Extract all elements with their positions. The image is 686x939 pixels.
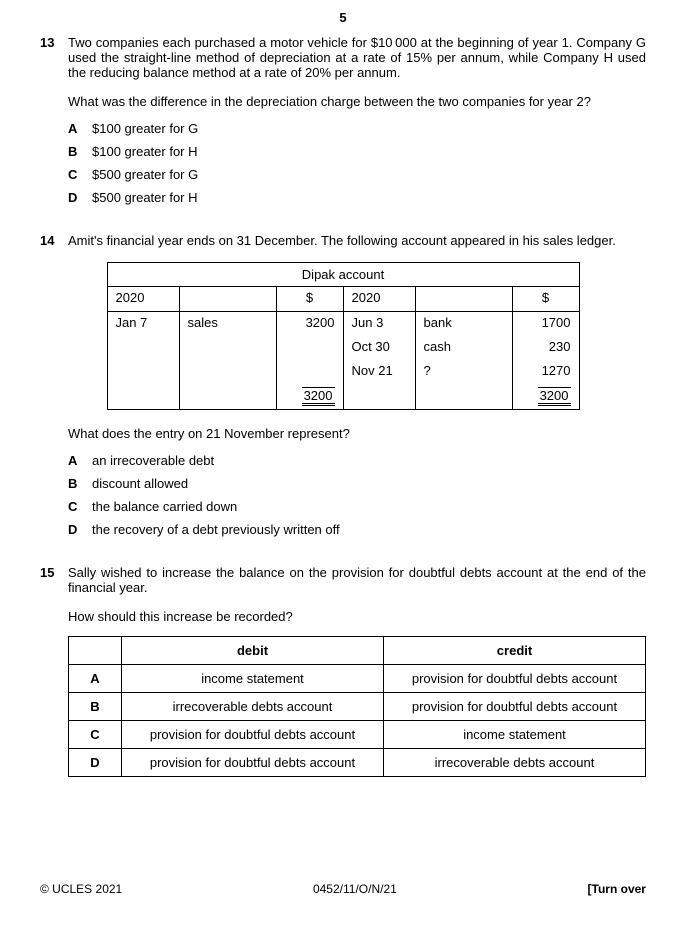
question-14: 14 Amit's financial year ends on 31 Dece… xyxy=(40,233,646,537)
question-number: 13 xyxy=(40,35,68,50)
question-prompt: What does the entry on 21 November repre… xyxy=(68,426,646,441)
credit-cell: provision for doubtful debts account xyxy=(384,665,646,693)
debit-cell: irrecoverable debts account xyxy=(122,693,384,721)
credit-cell: provision for doubtful debts account xyxy=(384,693,646,721)
paper-code: 0452/11/O/N/21 xyxy=(313,882,397,896)
col-header-debit: debit xyxy=(122,637,384,665)
options-list: Aan irrecoverable debt Bdiscount allowed… xyxy=(68,453,646,537)
option-letter: B xyxy=(68,144,92,159)
exam-page: 5 13 Two companies each purchased a moto… xyxy=(0,0,686,910)
options-list: A$100 greater for G B$100 greater for H … xyxy=(68,121,646,205)
ledger-desc: bank xyxy=(415,312,512,337)
currency-header: $ xyxy=(512,287,579,312)
ledger-amount: 1700 xyxy=(512,312,579,337)
row-letter: A xyxy=(69,665,122,693)
option-letter: B xyxy=(68,476,92,491)
option-letter: C xyxy=(68,499,92,514)
question-13: 13 Two companies each purchased a motor … xyxy=(40,35,646,205)
ledger-date: Oct 30 xyxy=(343,336,415,360)
option-letter: C xyxy=(68,167,92,182)
currency-header: $ xyxy=(276,287,343,312)
ledger-title: Dipak account xyxy=(107,263,579,287)
option-text: discount allowed xyxy=(92,476,188,491)
row-letter: B xyxy=(69,693,122,721)
option-letter: A xyxy=(68,121,92,136)
ledger-total: 3200 xyxy=(512,384,579,410)
option-text: $500 greater for H xyxy=(92,190,198,205)
option-text: $100 greater for H xyxy=(92,144,198,159)
question-stem: Two companies each purchased a motor veh… xyxy=(68,35,646,80)
ledger-desc: sales xyxy=(179,312,276,337)
question-stem: Amit's financial year ends on 31 Decembe… xyxy=(68,233,646,248)
ledger-date: Nov 21 xyxy=(343,360,415,384)
question-stem: Sally wished to increase the balance on … xyxy=(68,565,646,595)
option-letter: D xyxy=(68,522,92,537)
ledger-left-year: 2020 xyxy=(107,287,179,312)
option-text: $100 greater for G xyxy=(92,121,198,136)
option-letter: D xyxy=(68,190,92,205)
question-prompt: How should this increase be recorded? xyxy=(68,609,646,624)
ledger-desc: ? xyxy=(415,360,512,384)
debit-cell: income statement xyxy=(122,665,384,693)
row-letter: C xyxy=(69,721,122,749)
ledger-desc: cash xyxy=(415,336,512,360)
credit-cell: irrecoverable debts account xyxy=(384,749,646,777)
ledger-total: 3200 xyxy=(276,384,343,410)
ledger-right-year: 2020 xyxy=(343,287,415,312)
option-text: the balance carried down xyxy=(92,499,237,514)
question-prompt: What was the difference in the depreciat… xyxy=(68,94,646,109)
row-letter: D xyxy=(69,749,122,777)
ledger-table: Dipak account 2020 $ 2020 $ Jan 7 sales … xyxy=(107,262,580,410)
ledger-amount: 1270 xyxy=(512,360,579,384)
ledger-amount: 230 xyxy=(512,336,579,360)
page-number: 5 xyxy=(40,10,646,25)
debit-cell: provision for doubtful debts account xyxy=(122,749,384,777)
ledger-date: Jan 7 xyxy=(107,312,179,337)
option-text: the recovery of a debt previously writte… xyxy=(92,522,340,537)
ledger-date: Jun 3 xyxy=(343,312,415,337)
turn-over-text: [Turn over xyxy=(588,882,646,896)
question-number: 14 xyxy=(40,233,68,248)
option-text: an irrecoverable debt xyxy=(92,453,214,468)
ledger-amount: 3200 xyxy=(276,312,343,337)
option-text: $500 greater for G xyxy=(92,167,198,182)
debit-cell: provision for doubtful debts account xyxy=(122,721,384,749)
question-15: 15 Sally wished to increase the balance … xyxy=(40,565,646,777)
option-letter: A xyxy=(68,453,92,468)
credit-cell: income statement xyxy=(384,721,646,749)
page-footer: © UCLES 2021 0452/11/O/N/21 [Turn over xyxy=(40,882,646,896)
answer-table: debit credit A income statement provisio… xyxy=(68,636,646,777)
col-header-credit: credit xyxy=(384,637,646,665)
question-number: 15 xyxy=(40,565,68,580)
copyright-text: © UCLES 2021 xyxy=(40,882,122,896)
